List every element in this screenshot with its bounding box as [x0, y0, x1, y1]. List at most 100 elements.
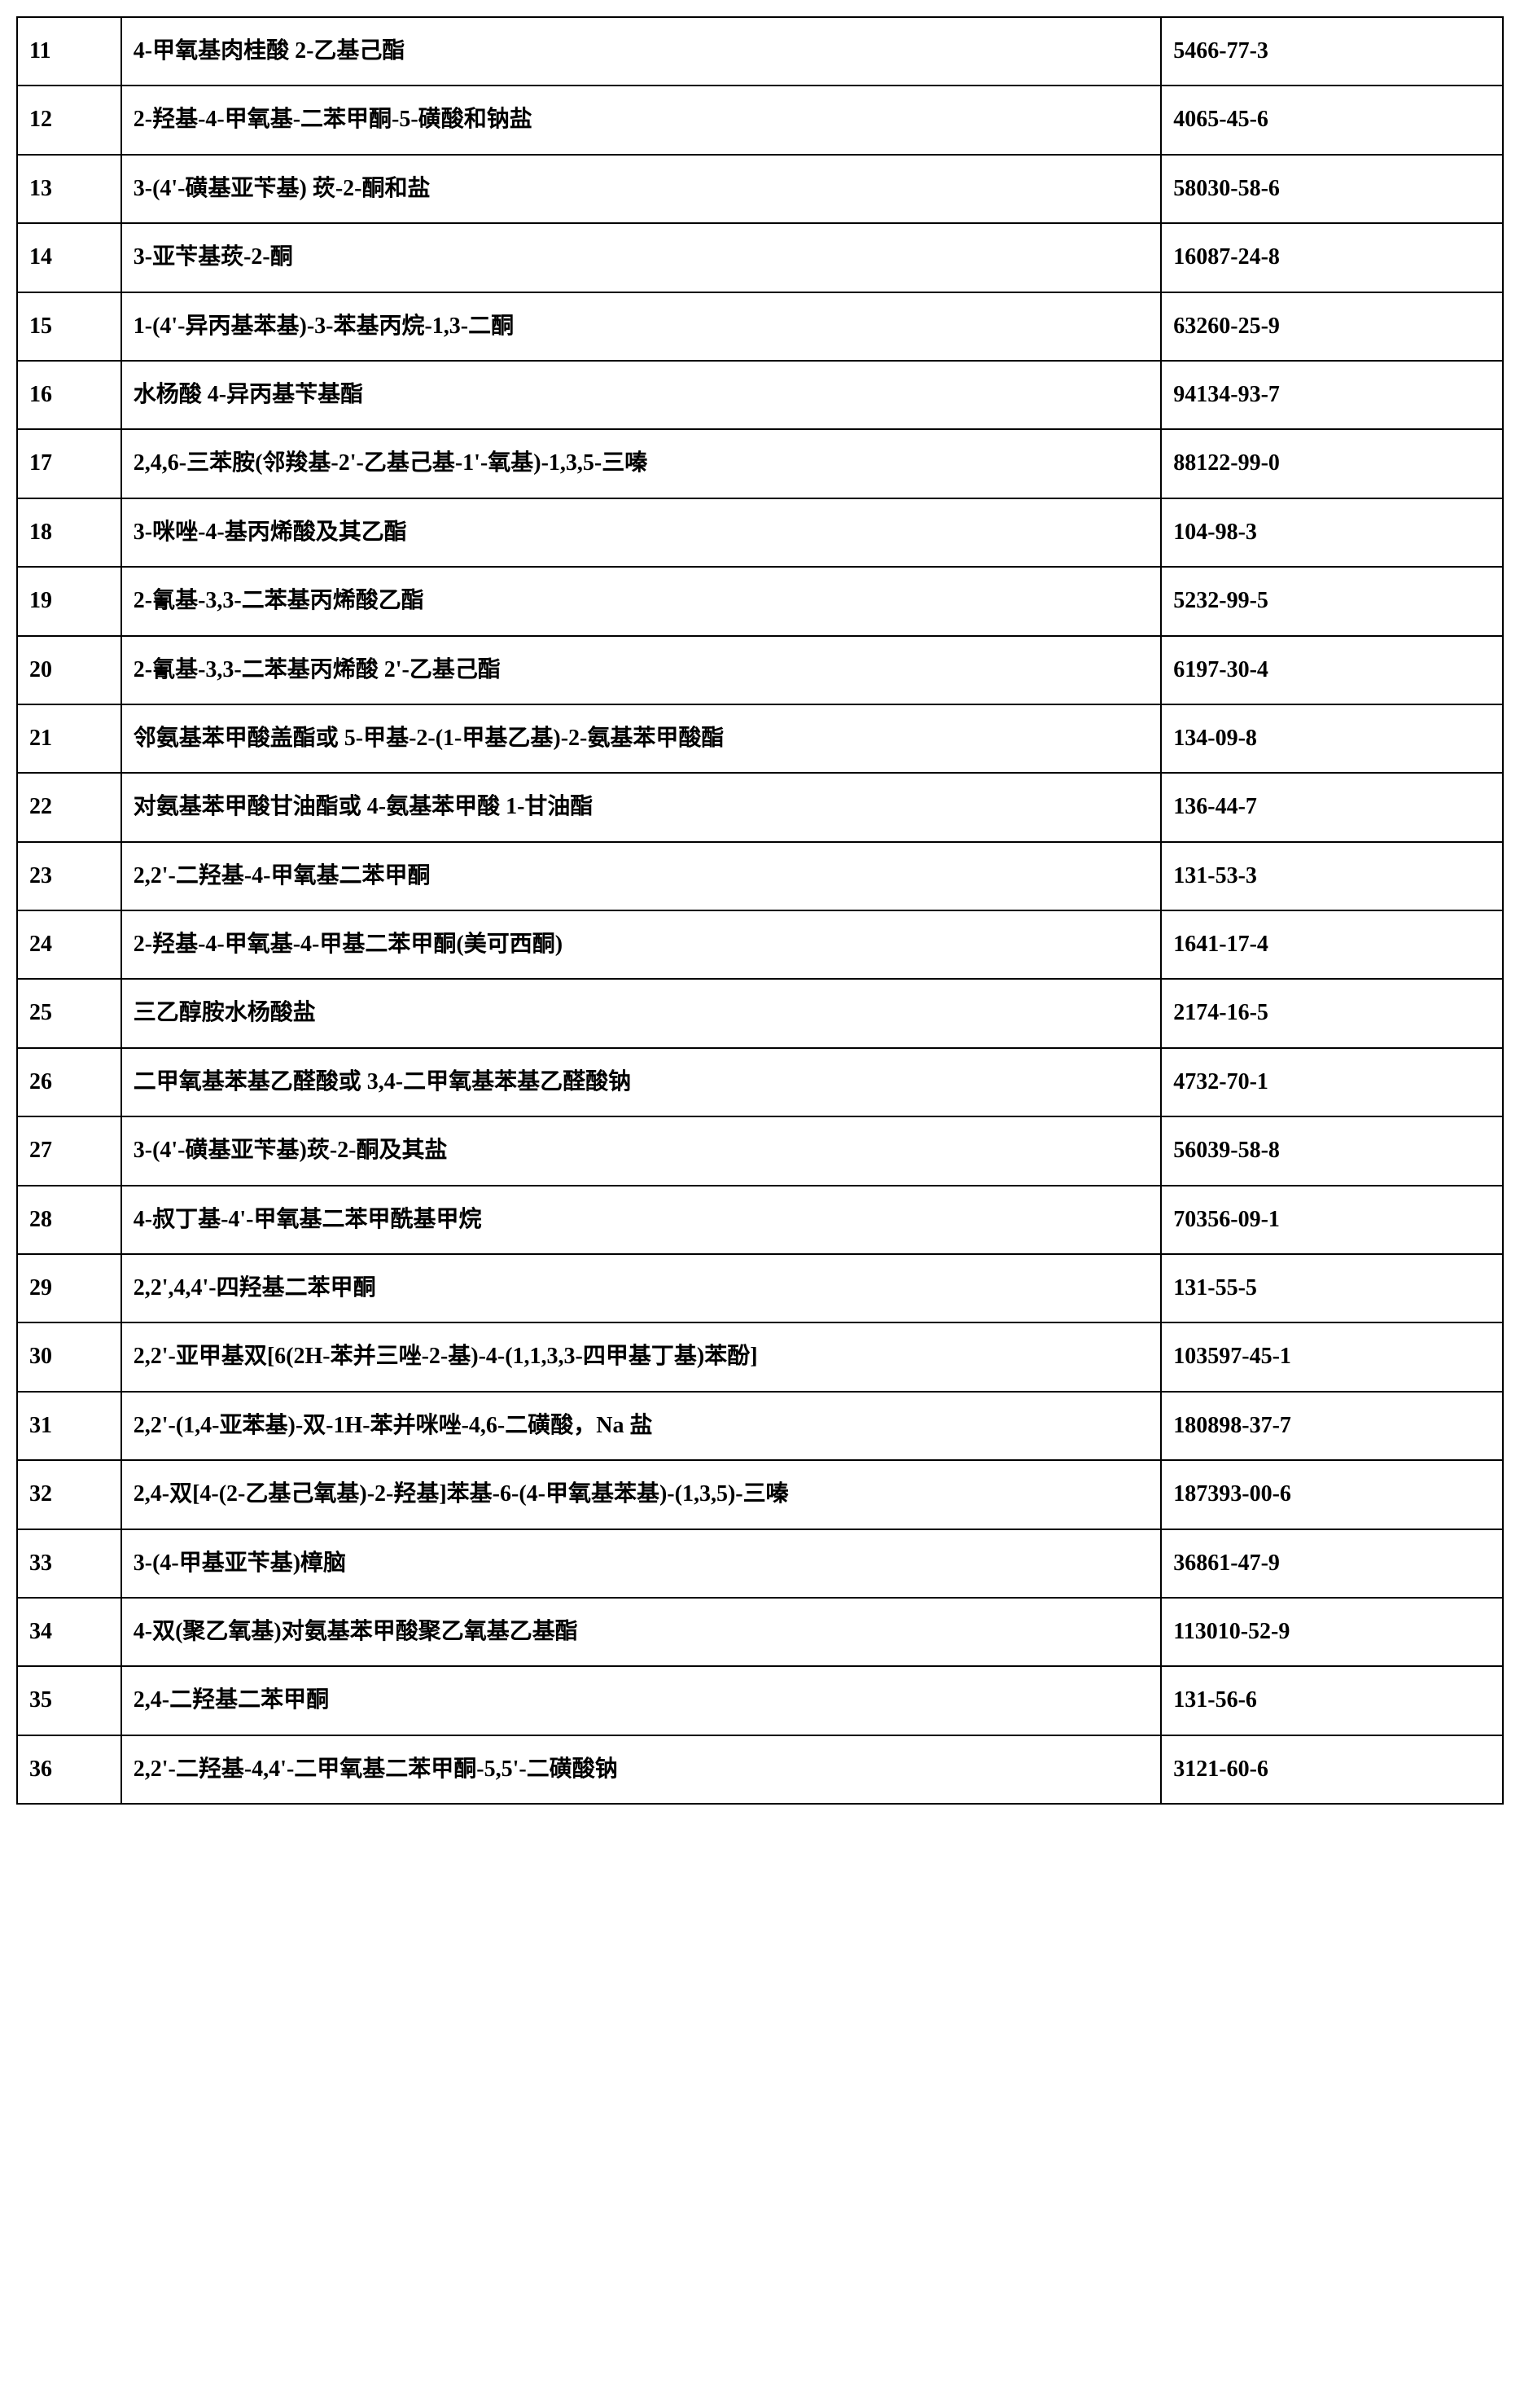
cas-number: 131-53-3 [1161, 842, 1503, 910]
row-number: 27 [17, 1116, 121, 1185]
cas-number: 36861-47-9 [1161, 1529, 1503, 1598]
compound-name: 2,2'-(1,4-亚苯基)-双-1H-苯并咪唑-4,6-二磺酸，Na 盐 [121, 1392, 1162, 1460]
table-row: 202-氰基-3,3-二苯基丙烯酸 2'-乙基己酯6197-30-4 [17, 636, 1503, 704]
table-row: 114-甲氧基肉桂酸 2-乙基己酯5466-77-3 [17, 17, 1503, 86]
compound-name: 对氨基苯甲酸甘油酯或 4-氨基苯甲酸 1-甘油酯 [121, 773, 1162, 841]
compound-name: 3-亚苄基莰-2-酮 [121, 223, 1162, 292]
row-number: 26 [17, 1048, 121, 1116]
row-number: 31 [17, 1392, 121, 1460]
row-number: 12 [17, 86, 121, 154]
table-row: 122-羟基-4-甲氧基-二苯甲酮-5-磺酸和钠盐4065-45-6 [17, 86, 1503, 154]
row-number: 20 [17, 636, 121, 704]
table-row: 26二甲氧基苯基乙醛酸或 3,4-二甲氧基苯基乙醛酸钠4732-70-1 [17, 1048, 1503, 1116]
row-number: 29 [17, 1254, 121, 1322]
table-row: 25三乙醇胺水杨酸盐2174-16-5 [17, 979, 1503, 1047]
compound-name: 2,2'-二羟基-4,4'-二甲氧基二苯甲酮-5,5'-二磺酸钠 [121, 1735, 1162, 1804]
compound-name: 1-(4'-异丙基苯基)-3-苯基丙烷-1,3-二酮 [121, 292, 1162, 361]
table-row: 172,4,6-三苯胺(邻羧基-2'-乙基己基-1'-氧基)-1,3,5-三嗪8… [17, 429, 1503, 498]
table-row: 143-亚苄基莰-2-酮16087-24-8 [17, 223, 1503, 292]
table-row: 242-羟基-4-甲氧基-4-甲基二苯甲酮(美可西酮)1641-17-4 [17, 910, 1503, 979]
table-row: 183-咪唑-4-基丙烯酸及其乙酯104-98-3 [17, 498, 1503, 567]
cas-number: 104-98-3 [1161, 498, 1503, 567]
table-row: 16水杨酸 4-异丙基苄基酯94134-93-7 [17, 361, 1503, 429]
cas-number: 131-55-5 [1161, 1254, 1503, 1322]
compound-name: 3-(4'-磺基亚苄基) 莰-2-酮和盐 [121, 155, 1162, 223]
cas-number: 2174-16-5 [1161, 979, 1503, 1047]
cas-number: 5232-99-5 [1161, 567, 1503, 635]
table-row: 333-(4-甲基亚苄基)樟脑36861-47-9 [17, 1529, 1503, 1598]
compound-name: 二甲氧基苯基乙醛酸或 3,4-二甲氧基苯基乙醛酸钠 [121, 1048, 1162, 1116]
row-number: 15 [17, 292, 121, 361]
table-row: 362,2'-二羟基-4,4'-二甲氧基二苯甲酮-5,5'-二磺酸钠3121-6… [17, 1735, 1503, 1804]
row-number: 11 [17, 17, 121, 86]
compound-name: 4-叔丁基-4'-甲氧基二苯甲酰基甲烷 [121, 1186, 1162, 1254]
cas-number: 3121-60-6 [1161, 1735, 1503, 1804]
compound-name: 2-氰基-3,3-二苯基丙烯酸 2'-乙基己酯 [121, 636, 1162, 704]
table-row: 302,2'-亚甲基双[6(2H-苯并三唑-2-基)-4-(1,1,3,3-四甲… [17, 1322, 1503, 1391]
table-row: 352,4-二羟基二苯甲酮131-56-6 [17, 1666, 1503, 1735]
table-row: 133-(4'-磺基亚苄基) 莰-2-酮和盐58030-58-6 [17, 155, 1503, 223]
row-number: 33 [17, 1529, 121, 1598]
compound-name: 2,4,6-三苯胺(邻羧基-2'-乙基己基-1'-氧基)-1,3,5-三嗪 [121, 429, 1162, 498]
compound-name: 3-咪唑-4-基丙烯酸及其乙酯 [121, 498, 1162, 567]
row-number: 22 [17, 773, 121, 841]
compound-name: 2,4-二羟基二苯甲酮 [121, 1666, 1162, 1735]
cas-number: 131-56-6 [1161, 1666, 1503, 1735]
cas-number: 187393-00-6 [1161, 1460, 1503, 1529]
row-number: 36 [17, 1735, 121, 1804]
compound-name: 2-羟基-4-甲氧基-4-甲基二苯甲酮(美可西酮) [121, 910, 1162, 979]
cas-number: 94134-93-7 [1161, 361, 1503, 429]
compound-name: 4-双(聚乙氧基)对氨基苯甲酸聚乙氧基乙基酯 [121, 1598, 1162, 1666]
row-number: 30 [17, 1322, 121, 1391]
row-number: 21 [17, 704, 121, 773]
row-number: 35 [17, 1666, 121, 1735]
cas-number: 58030-58-6 [1161, 155, 1503, 223]
cas-number: 134-09-8 [1161, 704, 1503, 773]
compound-name: 水杨酸 4-异丙基苄基酯 [121, 361, 1162, 429]
row-number: 25 [17, 979, 121, 1047]
table-row: 192-氰基-3,3-二苯基丙烯酸乙酯5232-99-5 [17, 567, 1503, 635]
row-number: 28 [17, 1186, 121, 1254]
row-number: 23 [17, 842, 121, 910]
row-number: 24 [17, 910, 121, 979]
table-row: 322,4-双[4-(2-乙基己氧基)-2-羟基]苯基-6-(4-甲氧基苯基)-… [17, 1460, 1503, 1529]
compound-table: 114-甲氧基肉桂酸 2-乙基己酯5466-77-3122-羟基-4-甲氧基-二… [16, 16, 1504, 1805]
row-number: 19 [17, 567, 121, 635]
compound-name: 邻氨基苯甲酸盖酯或 5-甲基-2-(1-甲基乙基)-2-氨基苯甲酸酯 [121, 704, 1162, 773]
cas-number: 16087-24-8 [1161, 223, 1503, 292]
cas-number: 70356-09-1 [1161, 1186, 1503, 1254]
cas-number: 5466-77-3 [1161, 17, 1503, 86]
table-row: 232,2'-二羟基-4-甲氧基二苯甲酮131-53-3 [17, 842, 1503, 910]
row-number: 14 [17, 223, 121, 292]
cas-number: 180898-37-7 [1161, 1392, 1503, 1460]
row-number: 32 [17, 1460, 121, 1529]
compound-name: 三乙醇胺水杨酸盐 [121, 979, 1162, 1047]
cas-number: 4065-45-6 [1161, 86, 1503, 154]
table-row: 21邻氨基苯甲酸盖酯或 5-甲基-2-(1-甲基乙基)-2-氨基苯甲酸酯134-… [17, 704, 1503, 773]
compound-name: 2,2',4,4'-四羟基二苯甲酮 [121, 1254, 1162, 1322]
compound-name: 2-羟基-4-甲氧基-二苯甲酮-5-磺酸和钠盐 [121, 86, 1162, 154]
compound-name: 2,4-双[4-(2-乙基己氧基)-2-羟基]苯基-6-(4-甲氧基苯基)-(1… [121, 1460, 1162, 1529]
table-body: 114-甲氧基肉桂酸 2-乙基己酯5466-77-3122-羟基-4-甲氧基-二… [17, 17, 1503, 1804]
compound-name: 2,2'-亚甲基双[6(2H-苯并三唑-2-基)-4-(1,1,3,3-四甲基丁… [121, 1322, 1162, 1391]
compound-name: 2,2'-二羟基-4-甲氧基二苯甲酮 [121, 842, 1162, 910]
row-number: 16 [17, 361, 121, 429]
cas-number: 6197-30-4 [1161, 636, 1503, 704]
cas-number: 88122-99-0 [1161, 429, 1503, 498]
cas-number: 63260-25-9 [1161, 292, 1503, 361]
table-row: 151-(4'-异丙基苯基)-3-苯基丙烷-1,3-二酮63260-25-9 [17, 292, 1503, 361]
table-row: 344-双(聚乙氧基)对氨基苯甲酸聚乙氧基乙基酯113010-52-9 [17, 1598, 1503, 1666]
table-row: 292,2',4,4'-四羟基二苯甲酮131-55-5 [17, 1254, 1503, 1322]
cas-number: 136-44-7 [1161, 773, 1503, 841]
table-row: 284-叔丁基-4'-甲氧基二苯甲酰基甲烷70356-09-1 [17, 1186, 1503, 1254]
row-number: 34 [17, 1598, 121, 1666]
cas-number: 56039-58-8 [1161, 1116, 1503, 1185]
row-number: 18 [17, 498, 121, 567]
compound-name: 3-(4'-磺基亚苄基)莰-2-酮及其盐 [121, 1116, 1162, 1185]
compound-name: 3-(4-甲基亚苄基)樟脑 [121, 1529, 1162, 1598]
table-row: 312,2'-(1,4-亚苯基)-双-1H-苯并咪唑-4,6-二磺酸，Na 盐1… [17, 1392, 1503, 1460]
table-row: 22对氨基苯甲酸甘油酯或 4-氨基苯甲酸 1-甘油酯136-44-7 [17, 773, 1503, 841]
cas-number: 4732-70-1 [1161, 1048, 1503, 1116]
cas-number: 103597-45-1 [1161, 1322, 1503, 1391]
cas-number: 1641-17-4 [1161, 910, 1503, 979]
